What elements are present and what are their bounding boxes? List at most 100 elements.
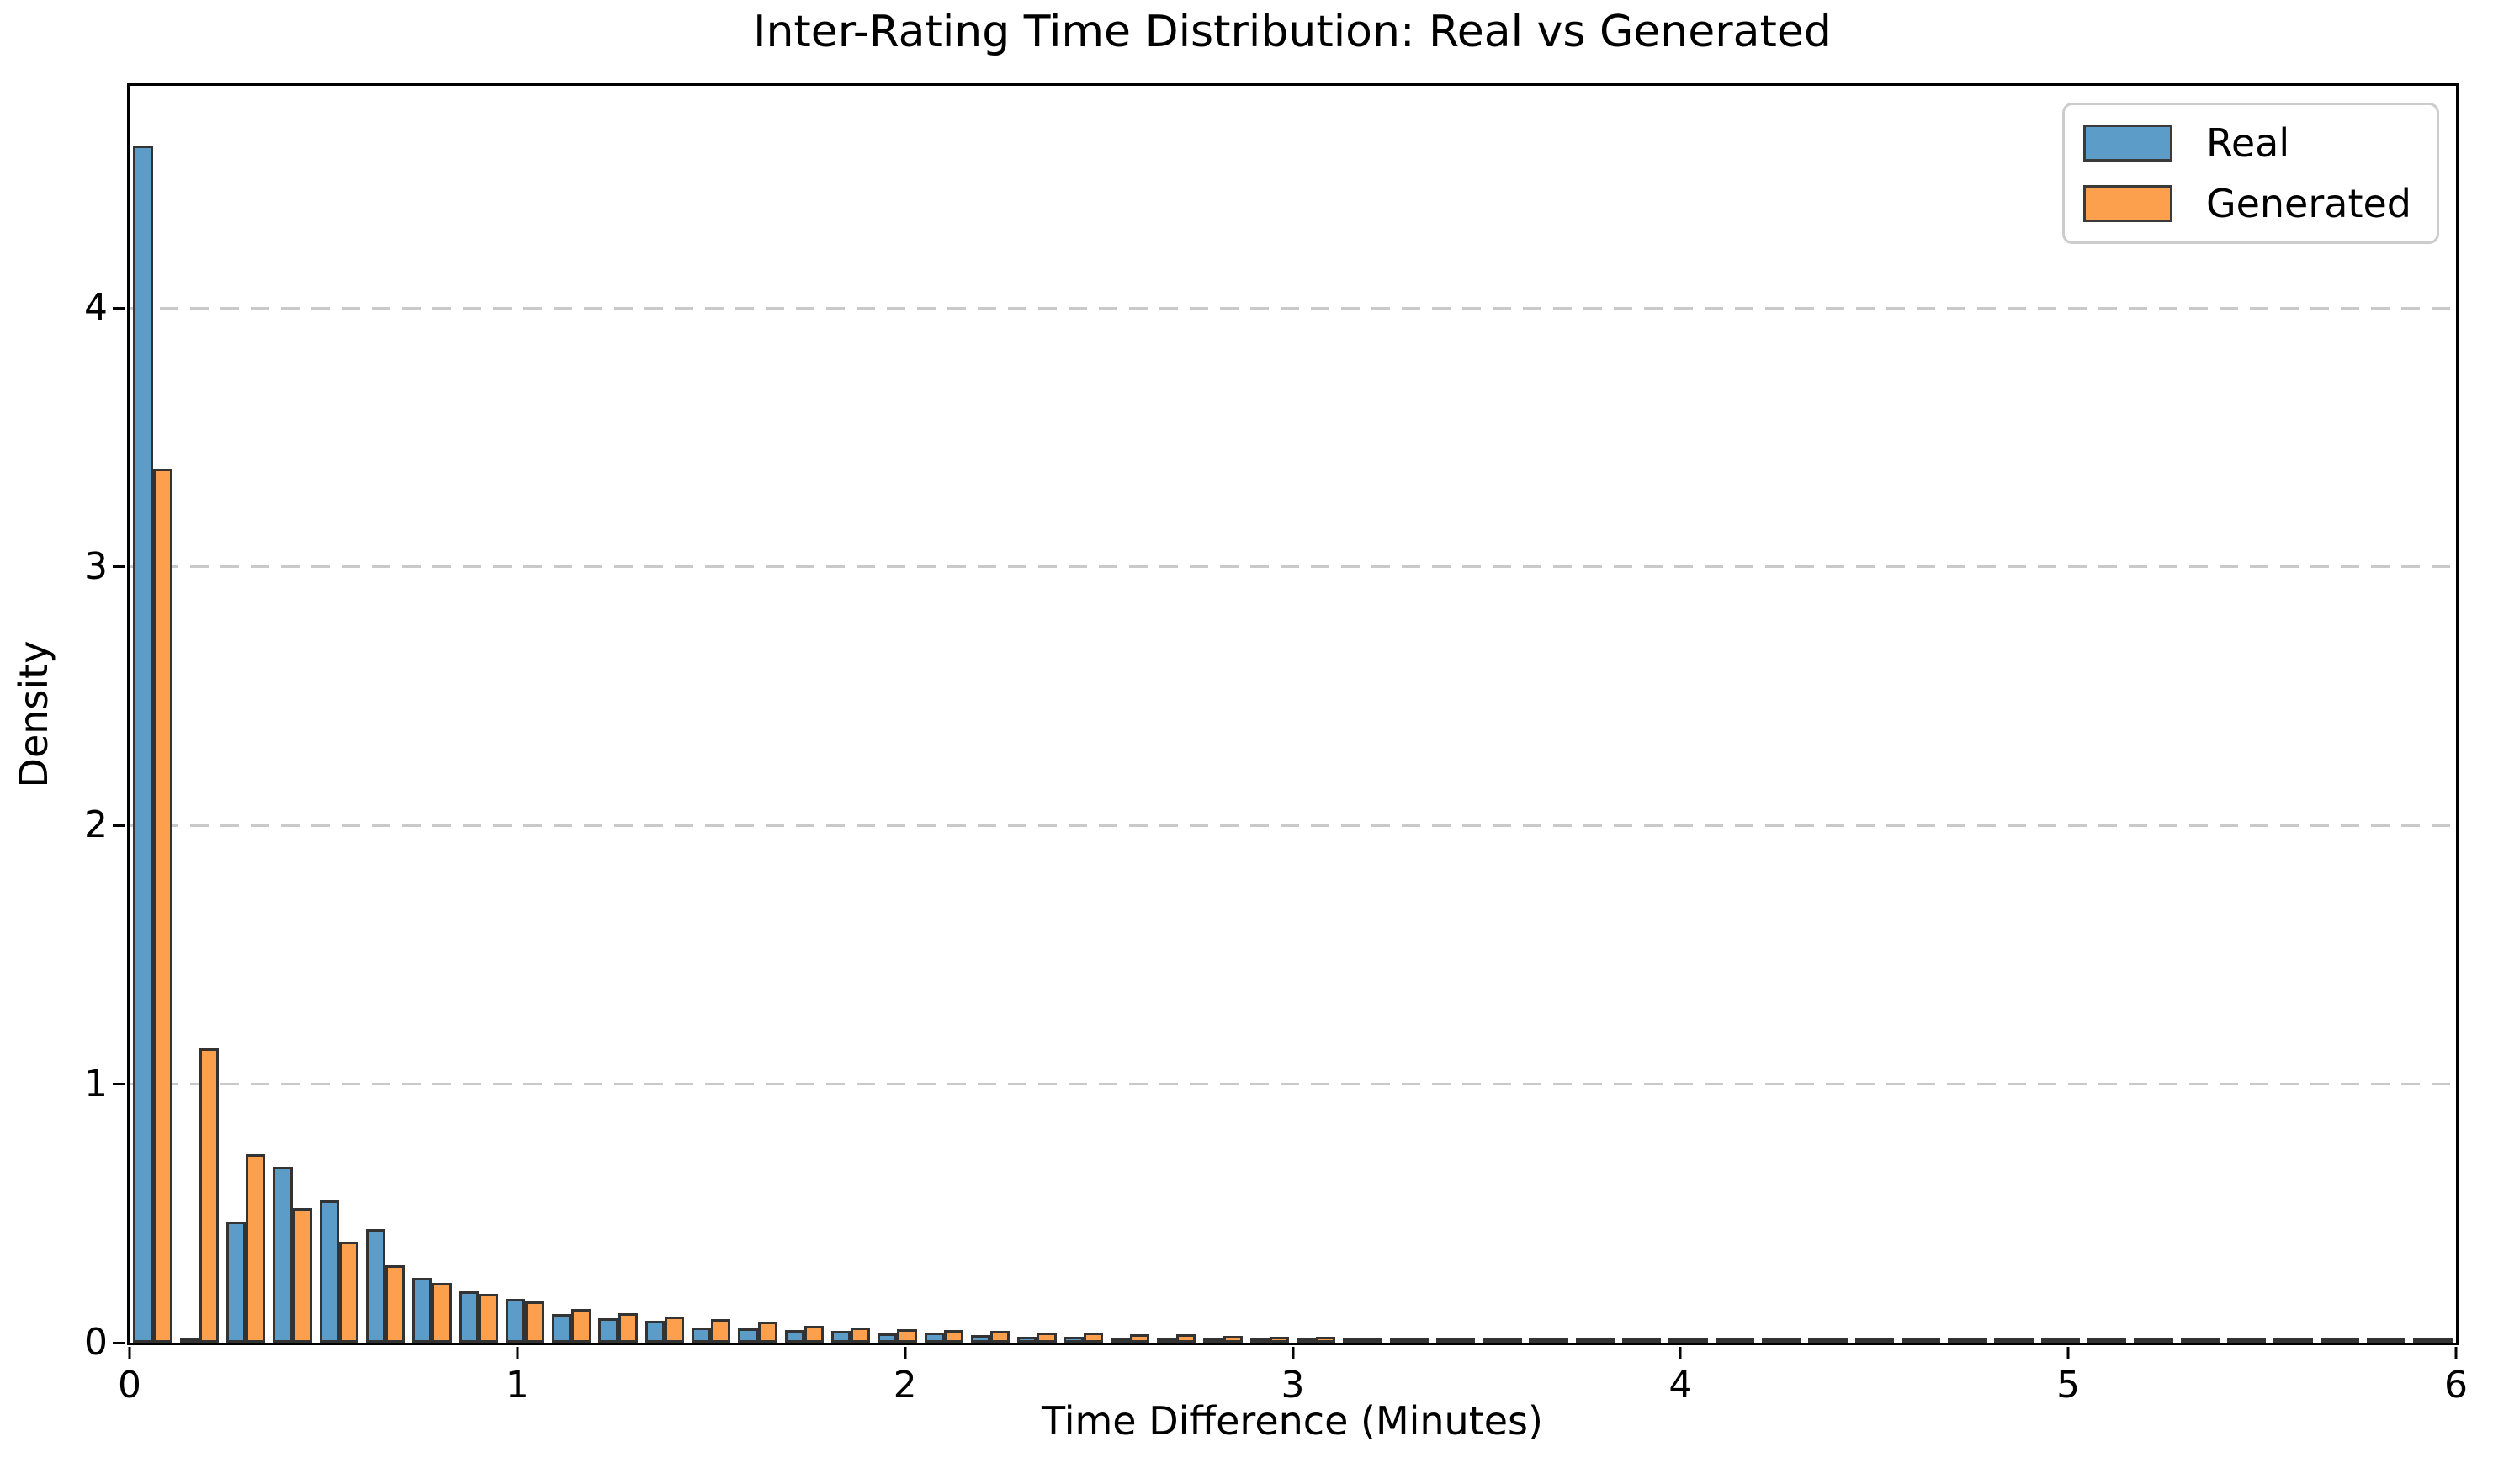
gridline-y-3 — [130, 565, 2456, 569]
histogram-bar-generated — [1223, 1336, 1243, 1343]
y-tick-mark-0 — [113, 1341, 125, 1344]
histogram-bar-real — [2273, 1338, 2294, 1343]
histogram-bar-generated — [1781, 1338, 1801, 1343]
histogram-bar-generated — [478, 1293, 498, 1343]
x-tick-label-4: 4 — [1668, 1364, 1693, 1407]
histogram-bar-generated — [1362, 1337, 1382, 1343]
y-tick-label-0: 0 — [84, 1321, 108, 1364]
histogram-bar-real — [1901, 1338, 1922, 1343]
y-tick-label-3: 3 — [84, 544, 108, 588]
histogram-bar-generated — [2293, 1338, 2313, 1343]
histogram-bar-generated — [1734, 1338, 1755, 1343]
histogram-bar-real — [1389, 1338, 1409, 1343]
y-tick-mark-4 — [113, 306, 125, 310]
histogram-bar-generated — [1827, 1338, 1848, 1343]
histogram-bar-generated — [1083, 1333, 1103, 1343]
histogram-bar-generated — [1037, 1332, 1057, 1343]
histogram-bar-generated — [246, 1153, 266, 1343]
histogram-bar-real — [1343, 1338, 1363, 1343]
histogram-bar-real — [1249, 1338, 1270, 1343]
y-tick-mark-3 — [113, 565, 125, 569]
histogram-bar-generated — [2060, 1338, 2081, 1343]
histogram-bar-generated — [2013, 1338, 2034, 1343]
histogram-bar-real — [552, 1314, 572, 1343]
histogram-bar-generated — [897, 1329, 917, 1343]
histogram-bar-generated — [2386, 1338, 2406, 1343]
histogram-bar-generated — [1967, 1338, 1987, 1343]
histogram-bar-generated — [2107, 1338, 2127, 1343]
x-tick-label-6: 6 — [2444, 1364, 2468, 1407]
histogram-bar-real — [319, 1200, 339, 1343]
x-tick-mark-0 — [128, 1347, 131, 1359]
histogram-bar-real — [878, 1333, 898, 1343]
x-tick-mark-2 — [904, 1347, 907, 1359]
histogram-bar-generated — [152, 468, 172, 1343]
histogram-bar-generated — [664, 1317, 685, 1343]
histogram-bar-generated — [711, 1319, 731, 1343]
plot-area: Real Generated 0 1 2 3 4 5 6 0 1 2 3 4 — [84, 83, 2468, 1406]
y-axis-label: Density — [11, 640, 56, 788]
y-tick-mark-1 — [113, 1083, 125, 1086]
histogram-bar-real — [1529, 1338, 1549, 1343]
histogram-bar-real — [2087, 1338, 2108, 1343]
histogram-bar-generated — [2432, 1338, 2453, 1343]
x-tick-label-5: 5 — [2056, 1364, 2081, 1407]
legend-item-generated: Generated — [2082, 183, 2411, 225]
histogram-bar-generated — [1688, 1338, 1708, 1343]
y-tick-label-4: 4 — [84, 286, 108, 330]
histogram-bar-real — [1808, 1338, 1828, 1343]
histogram-bar-generated — [525, 1301, 545, 1343]
legend: Real Generated — [2061, 103, 2439, 244]
histogram-bar-generated — [432, 1283, 452, 1343]
histogram-bar-real — [1761, 1338, 1782, 1343]
histogram-bar-real — [830, 1331, 851, 1343]
chart-title: Inter-Rating Time Distribution: Real vs … — [753, 7, 1832, 57]
histogram-bar-real — [784, 1329, 804, 1343]
histogram-bar-generated — [2199, 1338, 2220, 1343]
histogram-bar-real — [2320, 1338, 2340, 1343]
histogram-bar-real — [179, 1337, 199, 1343]
histogram-bar-generated — [943, 1329, 963, 1343]
x-tick-mark-6 — [2454, 1347, 2458, 1359]
y-tick-mark-2 — [113, 824, 125, 827]
histogram-bar-real — [1157, 1338, 1177, 1343]
histogram-bar-generated — [990, 1330, 1010, 1343]
histogram-bar-real — [412, 1278, 432, 1343]
histogram-bar-real — [1994, 1338, 2014, 1343]
histogram-bar-real — [1203, 1338, 1223, 1343]
x-axis-label: Time Difference (Minutes) — [1042, 1398, 1543, 1444]
gridline-y-1 — [130, 1083, 2456, 1086]
gridline-y-2 — [130, 824, 2456, 827]
y-tick-label-1: 1 — [84, 1062, 108, 1105]
histogram-bar-real — [2040, 1338, 2061, 1343]
histogram-bar-real — [1483, 1338, 1503, 1343]
histogram-bar-real — [1110, 1338, 1130, 1343]
histogram-bar-real — [738, 1328, 758, 1343]
histogram-bar-real — [2134, 1338, 2154, 1343]
histogram-bar-generated — [385, 1264, 406, 1343]
histogram-bar-real — [1435, 1338, 1456, 1343]
histogram-bar-generated — [1642, 1338, 1662, 1343]
histogram-bar-real — [644, 1320, 665, 1343]
x-tick-label-0: 0 — [118, 1364, 141, 1407]
histogram-bar-generated — [2339, 1338, 2359, 1343]
x-tick-mark-3 — [1292, 1347, 1294, 1359]
histogram-bar-generated — [2153, 1338, 2173, 1343]
histogram-bar-generated — [1316, 1337, 1336, 1343]
histogram-bar-real — [1948, 1338, 1968, 1343]
histogram-bar-real — [226, 1221, 247, 1343]
histogram-bar-real — [365, 1228, 386, 1343]
histogram-bar-generated — [1456, 1338, 1476, 1343]
histogram-bar-real — [1575, 1338, 1595, 1343]
histogram-bar-generated — [1408, 1338, 1429, 1343]
histogram-bar-generated — [1874, 1338, 1894, 1343]
histogram-bar-real — [273, 1166, 293, 1343]
histogram-bar-generated — [1548, 1338, 1568, 1343]
legend-item-real: Real — [2082, 122, 2411, 164]
histogram-bar-generated — [292, 1208, 312, 1343]
legend-swatch-generated — [2082, 185, 2172, 222]
histogram-bar-generated — [1269, 1336, 1290, 1343]
histogram-bar-generated — [851, 1327, 871, 1343]
histogram-bar-generated — [618, 1312, 638, 1343]
